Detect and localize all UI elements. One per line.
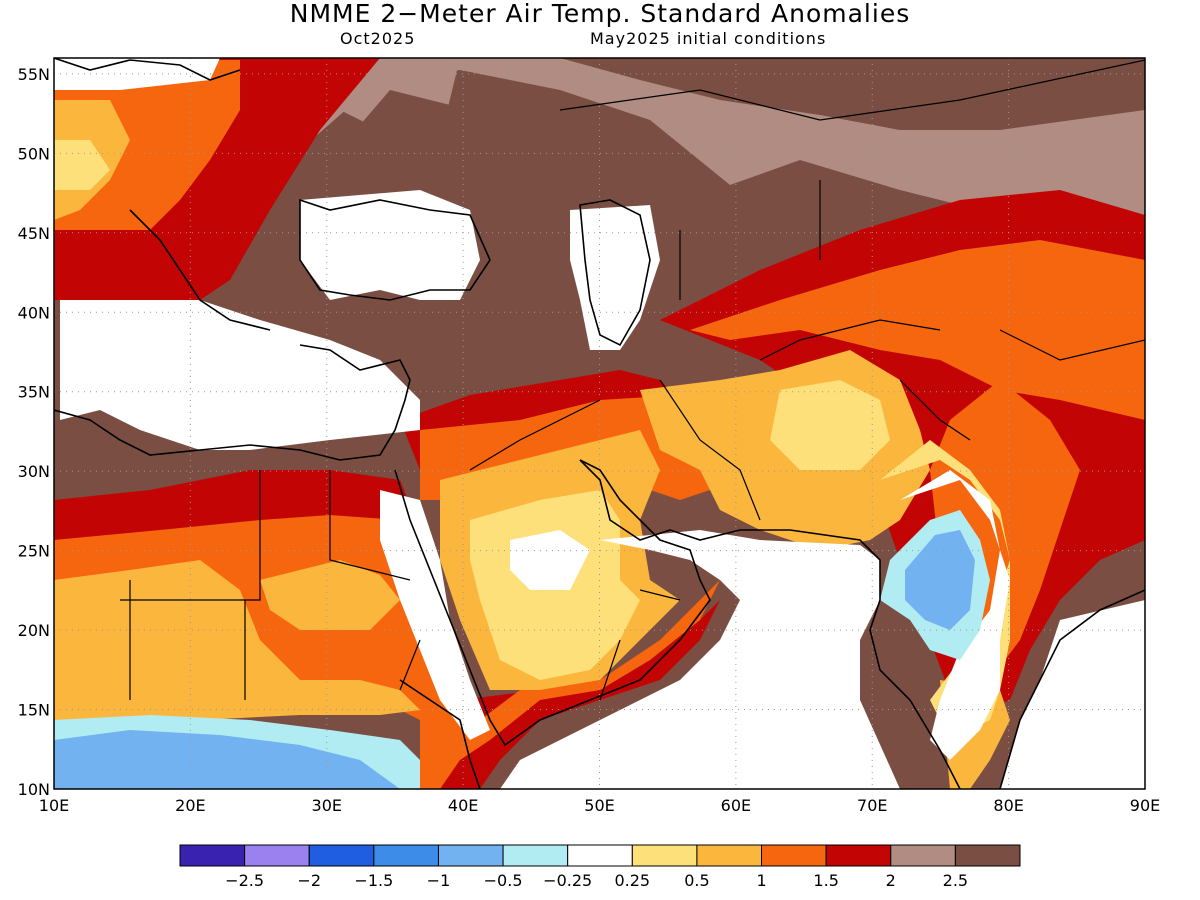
colorbar-tick-label: −0.25	[543, 871, 592, 890]
colorbar-tick-labels: −2.5 −2 −1.5 −1 −0.5 −0.25 0.25 0.5 1 1.5 2 2.5	[225, 871, 968, 890]
lon-label-70E: 70E	[857, 796, 887, 815]
map-frame	[53, 57, 1146, 790]
latitude-labels: 55N 50N 45N 40N 35N 30N 25N 20N 15N 10N	[18, 65, 50, 799]
coastlines	[54, 58, 1145, 789]
colorbar-swatch	[825, 844, 892, 867]
colorbar-tick-label: −2.5	[225, 871, 264, 890]
colorbar-tick-label: 2.5	[943, 871, 968, 890]
colorbar-swatch	[244, 844, 310, 867]
colorbar-swatch	[890, 844, 956, 867]
lon-label-90E: 90E	[1130, 796, 1160, 815]
lon-label-10E: 10E	[39, 796, 69, 815]
lat-label-50N: 50N	[18, 144, 50, 163]
lat-label-55N: 55N	[18, 65, 50, 84]
colorbar-tick-label: −1	[427, 871, 451, 890]
colorbar-swatch	[308, 844, 375, 867]
forecast-month: Oct2025	[340, 29, 416, 48]
lat-label-25N: 25N	[18, 542, 50, 561]
colorbar-swatch	[567, 844, 633, 867]
colorbar-tick-label: 1.5	[813, 871, 838, 890]
colorbar	[179, 844, 1021, 867]
anomaly-field	[54, 58, 1145, 789]
colorbar-swatch	[761, 844, 827, 867]
initial-conditions: May2025 initial conditions	[590, 29, 827, 48]
lat-label-10N: 10N	[18, 780, 50, 799]
borders	[120, 59, 1145, 701]
lat-label-15N: 15N	[18, 701, 50, 720]
colorbar-tick-label: −2	[297, 871, 321, 890]
lat-label-35N: 35N	[18, 383, 50, 402]
map-title: NMME 2−Meter Air Temp. Standard Anomalie…	[289, 0, 911, 28]
colorbar-tick-label: 1	[756, 871, 766, 890]
colorbar-tick-label: −0.5	[484, 871, 523, 890]
lat-label-20N: 20N	[18, 621, 50, 640]
colorbar-swatch	[373, 844, 439, 867]
lat-label-40N: 40N	[18, 303, 50, 322]
colorbar-swatch	[502, 844, 569, 867]
lon-label-40E: 40E	[448, 796, 478, 815]
lon-label-60E: 60E	[721, 796, 751, 815]
colorbar-tick-label: −1.5	[354, 871, 393, 890]
lon-label-50E: 50E	[584, 796, 614, 815]
lat-label-30N: 30N	[18, 462, 50, 481]
colorbar-tick-label: 0.5	[684, 871, 709, 890]
colorbar-swatch	[179, 844, 246, 867]
lon-label-20E: 20E	[175, 796, 205, 815]
colorbar-tick-label: 2	[886, 871, 896, 890]
lon-label-30E: 30E	[312, 796, 342, 815]
colorbar-swatch	[631, 844, 698, 867]
colorbar-tick-label: 0.25	[614, 871, 650, 890]
colorbar-swatch	[954, 844, 1021, 867]
lon-label-80E: 80E	[993, 796, 1023, 815]
longitude-labels: 10E 20E 30E 40E 50E 60E 70E 80E 90E	[39, 796, 1160, 815]
lat-label-45N: 45N	[18, 224, 50, 243]
colorbar-swatch	[437, 844, 504, 867]
colorbar-swatch	[696, 844, 763, 867]
